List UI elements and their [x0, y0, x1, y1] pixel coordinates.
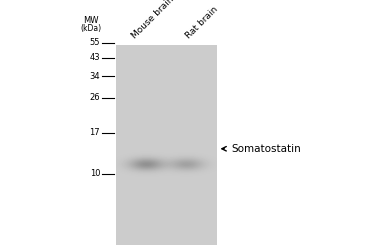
Text: 26: 26 — [89, 94, 100, 102]
Text: 17: 17 — [89, 128, 100, 137]
Text: 43: 43 — [89, 53, 100, 62]
Text: Rat brain: Rat brain — [184, 4, 220, 40]
Text: Mouse brain: Mouse brain — [130, 0, 176, 40]
Text: (kDa): (kDa) — [80, 24, 101, 32]
Text: Somatostatin: Somatostatin — [231, 144, 301, 154]
Text: MW: MW — [83, 16, 98, 25]
Text: 10: 10 — [90, 169, 100, 178]
Text: 55: 55 — [90, 38, 100, 47]
Text: 34: 34 — [89, 72, 100, 81]
